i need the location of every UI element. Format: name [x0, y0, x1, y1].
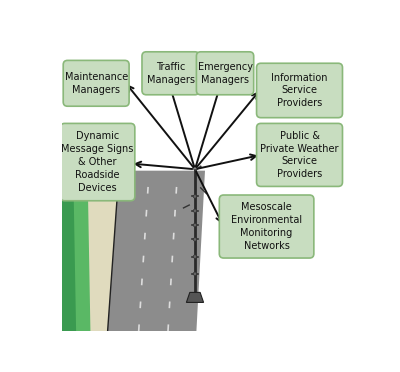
- Polygon shape: [62, 171, 99, 331]
- Polygon shape: [186, 292, 204, 302]
- Text: Traffic
Managers: Traffic Managers: [147, 62, 195, 85]
- FancyBboxPatch shape: [219, 195, 314, 258]
- FancyBboxPatch shape: [63, 60, 129, 106]
- Text: Public &
Private Weather
Service
Providers: Public & Private Weather Service Provide…: [260, 131, 339, 179]
- Text: Emergency
Managers: Emergency Managers: [198, 62, 252, 85]
- Circle shape: [193, 166, 197, 170]
- Circle shape: [193, 209, 197, 212]
- FancyBboxPatch shape: [60, 124, 135, 201]
- Polygon shape: [108, 171, 205, 331]
- Text: Maintenance
Managers: Maintenance Managers: [64, 72, 128, 95]
- Polygon shape: [73, 171, 113, 331]
- FancyBboxPatch shape: [256, 124, 342, 186]
- FancyBboxPatch shape: [196, 52, 254, 95]
- Circle shape: [193, 195, 197, 198]
- Text: Mesoscale
Environmental
Monitoring
Networks: Mesoscale Environmental Monitoring Netwo…: [231, 202, 302, 251]
- Text: Dynamic
Message Signs
& Other
Roadside
Devices: Dynamic Message Signs & Other Roadside D…: [61, 131, 134, 193]
- Circle shape: [193, 223, 197, 227]
- Circle shape: [193, 238, 197, 241]
- FancyBboxPatch shape: [256, 63, 342, 118]
- Circle shape: [193, 255, 197, 258]
- FancyBboxPatch shape: [142, 52, 199, 95]
- Circle shape: [193, 272, 197, 276]
- Text: Information
Service
Providers: Information Service Providers: [271, 73, 328, 108]
- Polygon shape: [88, 171, 128, 331]
